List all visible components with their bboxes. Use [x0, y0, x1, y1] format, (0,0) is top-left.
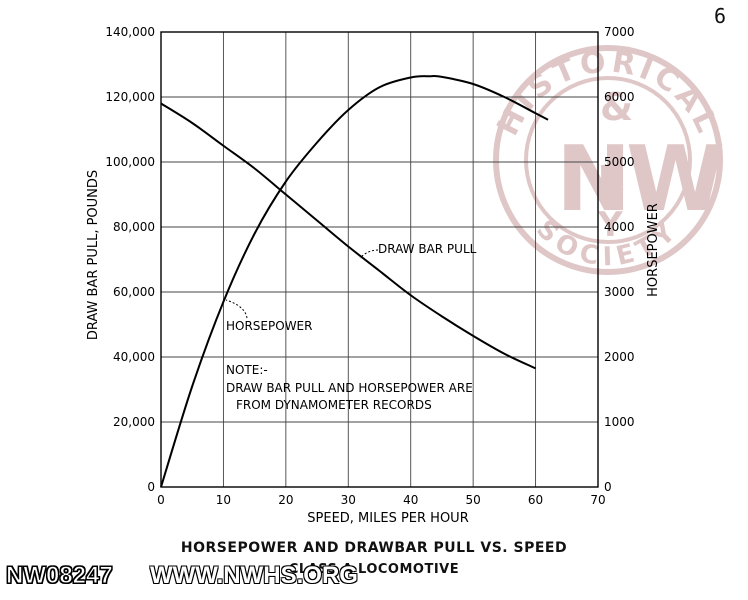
y-right-tick-label: 2000	[604, 350, 635, 364]
note-heading: NOTE:-	[226, 363, 268, 377]
watermark-letter-r: R	[598, 159, 624, 199]
annotation-horsepower-text: HORSEPOWER	[226, 319, 312, 333]
annotation-draw-bar-pull: DRAW BAR PULL	[359, 242, 477, 259]
chart-note: NOTE:- DRAW BAR PULL AND HORSEPOWER ARE …	[226, 363, 473, 412]
x-axis-label: SPEED, MILES PER HOUR	[307, 511, 468, 526]
chart-title: HORSEPOWER AND DRAWBAR PULL VS. SPEED	[180, 540, 568, 556]
y-left-tick-label: 40,000	[113, 350, 155, 364]
chart-axes	[160, 31, 599, 488]
y-right-tick-label: 7000	[604, 25, 635, 39]
page-number: 6	[713, 4, 726, 28]
chart-subtitle: CLASS A LOCOMOTIVE	[288, 562, 460, 577]
annotation-draw-bar-pull-text: DRAW BAR PULL	[378, 242, 477, 256]
y-right-tick-label: 1000	[604, 415, 635, 429]
tick-labels: 0 10 20 30 40 50 60 70020,00040,00060,00080,000…	[105, 25, 634, 507]
x-tick-label: 0	[157, 493, 165, 507]
x-tick-label: 30	[341, 493, 356, 507]
y-left-tick-label: 80,000	[113, 220, 155, 234]
y-left-tick-label: 60,000	[113, 285, 155, 299]
x-tick-label: 40	[403, 493, 418, 507]
y-axis-left-label: DRAW BAR PULL, POUNDS	[86, 170, 101, 340]
y-left-tick-label: 20,000	[113, 415, 155, 429]
plot-frame	[160, 31, 599, 488]
y-left-tick-label: 140,000	[105, 25, 155, 39]
archive-url: WWW.NWHS.ORG	[150, 562, 358, 589]
y-right-tick-label: 5000	[604, 155, 635, 169]
y-right-tick-label: 6000	[604, 90, 635, 104]
y-left-tick-label: 0	[147, 480, 155, 494]
watermark-letter-amp: &	[600, 85, 633, 129]
y-left-tick-label: 100,000	[105, 155, 155, 169]
watermark-letter-w: W	[626, 127, 725, 232]
x-tick-label: 20	[278, 493, 293, 507]
archive-id: NW08247	[6, 562, 114, 590]
series-line-horsepower	[160, 74, 549, 488]
annotation-horsepower: HORSEPOWER	[225, 299, 312, 333]
chart-series	[160, 74, 549, 488]
x-tick-label: 60	[528, 493, 543, 507]
note-line-1: DRAW BAR PULL AND HORSEPOWER ARE	[226, 381, 473, 395]
y-right-tick-label: 0	[604, 480, 612, 494]
note-line-2: FROM DYNAMOMETER RECORDS	[236, 398, 432, 412]
y-right-tick-label: 4000	[604, 220, 635, 234]
x-tick-label: 50	[466, 493, 481, 507]
y-right-tick-label: 3000	[604, 285, 635, 299]
watermark-logo: HISTORICAL SOCIETY N & W R Y	[490, 44, 725, 275]
x-tick-label: 70	[590, 493, 605, 507]
y-axis-right-label: HORSEPOWER	[646, 203, 661, 297]
watermark-letter-y: Y	[597, 205, 623, 245]
watermark-letter-n: N	[556, 127, 631, 232]
x-tick-label: 10	[216, 493, 231, 507]
series-line-draw-bar-pull	[160, 102, 536, 370]
y-left-tick-label: 120,000	[105, 90, 155, 104]
